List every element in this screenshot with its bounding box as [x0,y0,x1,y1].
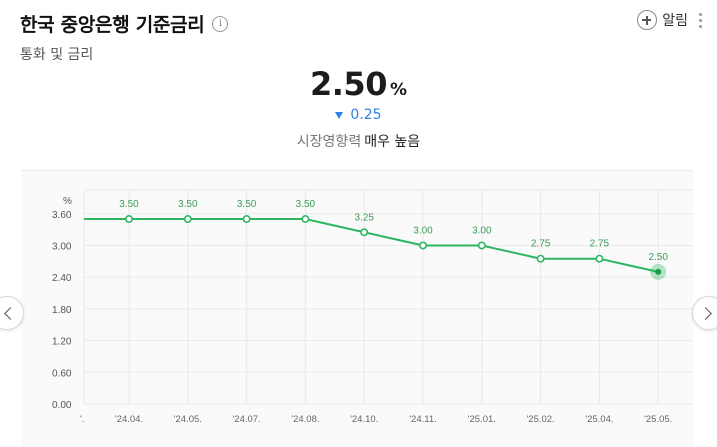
data-label: 2.75 [590,239,610,250]
data-label: 2.50 [648,252,668,263]
data-label: 3.50 [119,199,139,210]
rate-change: 0.25 [0,107,717,123]
info-icon[interactable]: i [212,15,229,32]
rate-unit: % [389,80,407,100]
x-tick-label: '24.11. [409,414,437,425]
alert-button[interactable]: 알림 [637,10,688,30]
y-tick-label: 0.00 [52,400,72,411]
data-point [301,215,310,224]
x-tick-label: '25.02. [526,414,554,425]
category-subtitle: 통화 및 금리 [20,47,94,63]
x-tick-label: '25.04. [585,414,613,425]
data-label: 3.50 [178,199,198,210]
rate-change-value: 0.25 [350,107,382,123]
y-unit-label: % [63,196,72,207]
data-label: 3.50 [296,199,316,210]
influence-level: 매우 높음 [364,134,421,150]
chevron-left-icon [4,306,17,320]
influence-label: 시장영향력 [296,134,362,150]
data-point [536,254,545,263]
y-tick-label: 0.60 [52,368,72,379]
x-tick-label: '25.01. [468,414,496,425]
data-point-highlighted [655,268,662,275]
alert-label: 알림 [662,13,688,29]
rate-value: 2.50 [310,65,387,103]
data-point [477,241,486,250]
y-tick-label: 1.80 [52,305,72,316]
plus-circle-icon [637,10,658,30]
data-label: 3.50 [237,199,257,210]
page-title: 한국 중앙은행 기준금리 [20,14,205,36]
x-tick-label: '25.05. [644,414,672,425]
data-point [125,215,134,224]
rate-chart: 0.00 0.60 1.20 1.80 2.40 3.00 3.60% '. '24.04. '2… [21,170,693,447]
header-actions: 알림 [637,10,703,30]
line-chart-svg: 0.00 0.60 1.20 1.80 2.40 3.00 3.60% '. '24.04. '2… [21,170,693,447]
x-tick-label-partial: '. [80,414,84,425]
data-point [595,254,604,263]
data-label: 2.75 [531,239,551,250]
current-rate-block: 2.50% 0.25 시장영향력 매우 높음 [0,65,717,151]
data-point [183,215,192,224]
data-point [418,241,427,250]
down-triangle-icon [335,111,344,119]
data-label: 3.00 [413,225,433,236]
next-button[interactable] [692,296,717,330]
x-tick-label: '24.10. [350,414,378,425]
x-tick-label: '24.08. [291,414,319,425]
y-tick-label: 2.40 [52,273,72,284]
current-rate: 2.50% [0,65,717,103]
y-tick-label: 1.20 [52,337,72,348]
x-tick-label: '24.04. [115,414,143,425]
y-tick-label: 3.00 [52,241,72,252]
chart-card-header: 한국 중앙은행 기준금리 i 통화 및 금리 [20,10,703,63]
market-influence: 시장영향력 매우 높음 [0,131,717,151]
chevron-right-icon [699,306,712,320]
x-tick-label: '24.05. [174,414,202,425]
x-tick-label: '24.07. [232,414,260,425]
data-label: 3.25 [354,212,374,223]
data-point [360,228,369,237]
y-tick-label: 3.60 [52,210,72,221]
data-label: 3.00 [472,225,492,236]
data-point [242,215,251,224]
title-row: 한국 중앙은행 기준금리 i [20,10,703,37]
more-vertical-icon[interactable] [699,12,703,28]
